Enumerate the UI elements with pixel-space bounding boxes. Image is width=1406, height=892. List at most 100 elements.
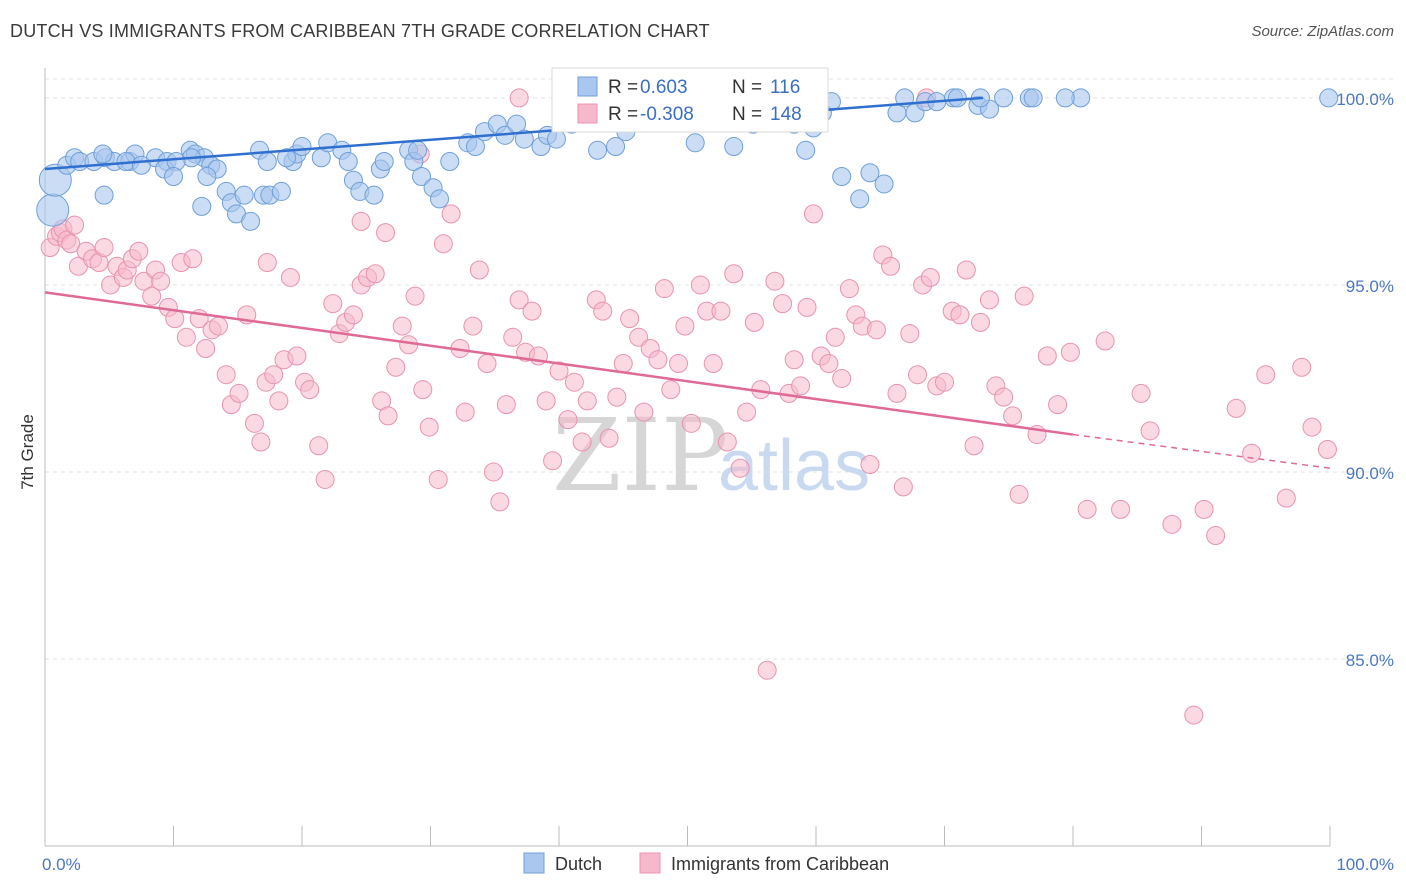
caribbean-point	[866, 320, 886, 340]
dutch-trend-line	[44, 96, 984, 171]
caribbean-point	[365, 264, 385, 284]
dutch-point	[94, 185, 114, 205]
caribbean-point	[1292, 357, 1312, 377]
caribbean-point	[979, 290, 999, 310]
caribbean-point	[839, 279, 859, 299]
caribbean-point	[1317, 440, 1337, 460]
caribbean-point	[711, 301, 731, 321]
caribbean-point	[887, 383, 907, 403]
dutch-point	[1023, 88, 1043, 108]
dutch-point	[131, 155, 151, 175]
legend-n-label-caribbean: N =	[732, 104, 762, 125]
caribbean-point	[323, 294, 343, 314]
caribbean-point	[509, 88, 529, 108]
caribbean-point	[251, 432, 271, 452]
caribbean-point	[477, 353, 497, 373]
dutch-point	[93, 144, 113, 164]
caribbean-point	[183, 249, 203, 269]
dutch-point	[241, 211, 261, 231]
caribbean-point	[176, 327, 196, 347]
caribbean-point	[599, 428, 619, 448]
dutch-point	[257, 152, 277, 172]
dutch-point	[338, 152, 358, 172]
caribbean-point	[669, 353, 689, 373]
caribbean-point	[1226, 398, 1246, 418]
caribbean-point	[129, 241, 149, 261]
caribbean-point	[724, 264, 744, 284]
caribbean-point	[503, 327, 523, 347]
legend-box	[551, 67, 829, 133]
chart-title: DUTCH VS IMMIGRANTS FROM CARIBBEAN 7TH G…	[10, 21, 710, 41]
caribbean-point	[433, 234, 453, 254]
series-legend-swatch-dutch	[523, 852, 545, 874]
caribbean-point	[441, 204, 461, 224]
caribbean-point	[1302, 417, 1322, 437]
caribbean-point	[315, 469, 335, 489]
dutch-point	[292, 137, 312, 157]
x-tick-label-1: 100.0%	[1336, 855, 1394, 874]
dutch-point	[832, 166, 852, 186]
series-legend-label-dutch: Dutch	[555, 854, 602, 874]
caribbean-point	[94, 238, 114, 258]
caribbean-point	[1003, 406, 1023, 426]
caribbean-point	[376, 223, 396, 243]
y-tick-labels: 85.0% 90.0% 95.0% 100.0%	[1336, 90, 1394, 670]
caribbean-point	[620, 309, 640, 329]
caribbean-point	[791, 376, 811, 396]
caribbean-point	[196, 339, 216, 359]
caribbean-point	[935, 372, 954, 392]
dutch-point	[36, 193, 70, 227]
caribbean-point	[469, 260, 489, 280]
caribbean-point	[1140, 421, 1160, 441]
caribbean-point	[634, 402, 654, 422]
caribbean-point	[593, 301, 613, 321]
caribbean-point	[1077, 499, 1097, 519]
caribbean-point	[784, 350, 804, 370]
caribbean-point	[455, 402, 475, 422]
caribbean-point	[549, 361, 569, 381]
dutch-point	[850, 189, 870, 209]
caribbean-point	[264, 365, 284, 385]
dutch-point	[796, 140, 816, 160]
caribbean-point	[654, 279, 674, 299]
caribbean-point	[757, 660, 777, 680]
legend-n-label-dutch: N =	[732, 77, 762, 98]
caribbean-points	[40, 88, 1337, 725]
caribbean-point	[300, 380, 320, 400]
caribbean-point	[994, 387, 1014, 407]
caribbean-point	[964, 436, 984, 456]
series-legend: Dutch Immigrants from Caribbean	[523, 852, 889, 874]
legend-r-label-caribbean: R =	[608, 104, 638, 125]
caribbean-point	[860, 454, 880, 474]
dutch-point	[546, 129, 566, 149]
caribbean-point	[703, 353, 723, 373]
dutch-point	[429, 189, 449, 209]
caribbean-point	[229, 383, 249, 403]
caribbean-point	[151, 271, 171, 291]
caribbean-trend-line	[44, 291, 1074, 436]
caribbean-point	[819, 353, 839, 373]
y-tick-label-3: 100.0%	[1336, 90, 1394, 109]
caribbean-point	[1009, 484, 1029, 504]
caribbean-point	[629, 327, 649, 347]
caribbean-point	[893, 477, 913, 497]
caribbean-point	[956, 260, 976, 280]
caribbean-point	[1242, 443, 1262, 463]
dutch-point	[588, 140, 608, 160]
legend-n-value-dutch: 116	[770, 77, 800, 98]
chart-source: Source: ZipAtlas.com	[1251, 23, 1394, 40]
caribbean-point	[577, 391, 597, 411]
caribbean-point	[496, 395, 516, 415]
dutch-point	[1055, 88, 1075, 108]
y-tick-label-0: 85.0%	[1346, 651, 1394, 670]
caribbean-point	[483, 462, 503, 482]
dutch-point	[192, 196, 212, 216]
caribbean-point	[419, 417, 439, 437]
caribbean-point	[1048, 395, 1068, 415]
caribbean-point	[216, 365, 236, 385]
legend-r-value-caribbean: -0.308	[640, 104, 694, 125]
dutch-point	[1319, 88, 1339, 108]
caribbean-point	[681, 413, 701, 433]
caribbean-point	[803, 204, 823, 224]
